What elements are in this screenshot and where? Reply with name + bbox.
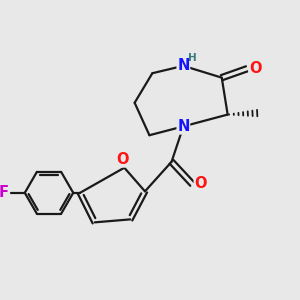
Text: O: O: [194, 176, 207, 191]
Text: O: O: [249, 61, 261, 76]
Text: N: N: [177, 58, 190, 73]
Text: H: H: [188, 52, 197, 63]
Text: O: O: [117, 152, 129, 167]
Text: F: F: [0, 185, 9, 200]
Text: N: N: [177, 119, 190, 134]
